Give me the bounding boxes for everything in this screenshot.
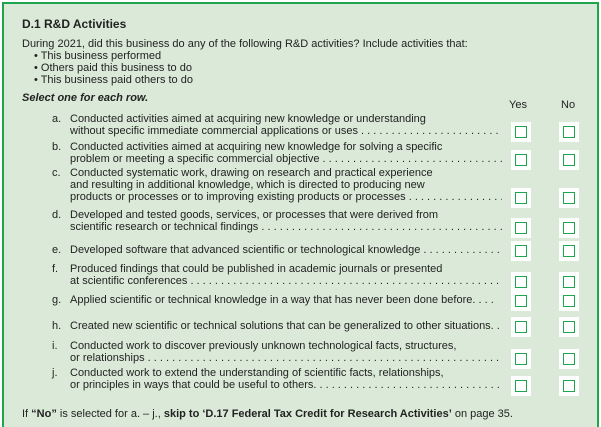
yes-header: Yes: [509, 99, 527, 111]
checkbox-yes[interactable]: [511, 150, 531, 170]
row-letter: e.: [52, 244, 62, 256]
row-text: without specific immediate commercial ap…: [70, 125, 502, 137]
bullet: • This business paid others to do: [34, 74, 193, 86]
section-title: D.1 R&D Activities: [22, 17, 127, 31]
checkbox-no[interactable]: [559, 241, 579, 261]
checkbox-no[interactable]: [559, 122, 579, 142]
row-letter: f.: [52, 263, 59, 275]
checkbox-yes[interactable]: [511, 188, 531, 208]
checkbox-yes[interactable]: [511, 272, 531, 292]
checkbox-yes[interactable]: [511, 376, 531, 396]
row-text: at scientific conferences . . . . . . . …: [70, 275, 502, 287]
row-text: Conducted systematic work, drawing on re…: [70, 167, 433, 179]
skip-instruction: If “No” is selected for a. – j., skip to…: [22, 408, 513, 420]
checkbox-yes[interactable]: [511, 218, 531, 238]
row-letter: i.: [52, 340, 58, 352]
row-text: Developed software that advanced scienti…: [70, 244, 502, 256]
row-text: Conducted work to extend the understandi…: [70, 367, 444, 379]
row-text: Conducted activities aimed at acquiring …: [70, 141, 443, 153]
bullet: • Others paid this business to do: [34, 62, 192, 74]
row-letter: g.: [52, 294, 62, 306]
checkbox-yes[interactable]: [511, 241, 531, 261]
row-text: scientific research or technical finding…: [70, 221, 502, 233]
checkbox-no[interactable]: [559, 317, 579, 337]
row-letter: b.: [52, 141, 62, 153]
row-text: Created new scientific or technical solu…: [70, 320, 500, 332]
row-letter: d.: [52, 209, 62, 221]
row-text: or relationships . . . . . . . . . . . .…: [70, 352, 502, 364]
checkbox-yes[interactable]: [511, 349, 531, 369]
checkbox-no[interactable]: [559, 376, 579, 396]
row-text: Developed and tested goods, services, or…: [70, 209, 439, 221]
row-letter: h.: [52, 320, 62, 332]
checkbox-no[interactable]: [559, 349, 579, 369]
bullet: • This business performed: [34, 50, 162, 62]
checkbox-no[interactable]: [559, 291, 579, 311]
instruction: Select one for each row.: [22, 92, 149, 104]
row-letter: j.: [52, 367, 58, 379]
checkbox-yes[interactable]: [511, 122, 531, 142]
row-text: or principles in ways that could be usef…: [70, 379, 502, 391]
checkbox-no[interactable]: [559, 218, 579, 238]
row-text: and resulting in additional knowledge, w…: [70, 179, 425, 191]
checkbox-no[interactable]: [559, 150, 579, 170]
row-letter: a.: [52, 113, 62, 125]
row-letter: c.: [52, 167, 61, 179]
row-text: Conducted activities aimed at acquiring …: [70, 113, 426, 125]
checkbox-yes[interactable]: [511, 317, 531, 337]
checkbox-yes[interactable]: [511, 291, 531, 311]
row-text: problem or meeting a specific commercial…: [70, 153, 502, 165]
intro-text: During 2021, did this business do any of…: [22, 38, 468, 50]
no-header: No: [561, 99, 576, 111]
row-text: Conducted work to discover previously un…: [70, 340, 457, 352]
row-text: Produced findings that could be publishe…: [70, 263, 443, 275]
checkbox-no[interactable]: [559, 188, 579, 208]
checkbox-no[interactable]: [559, 272, 579, 292]
row-text: products or processes or to improving ex…: [70, 191, 502, 203]
row-text: Applied scientific or technical knowledg…: [70, 294, 494, 306]
